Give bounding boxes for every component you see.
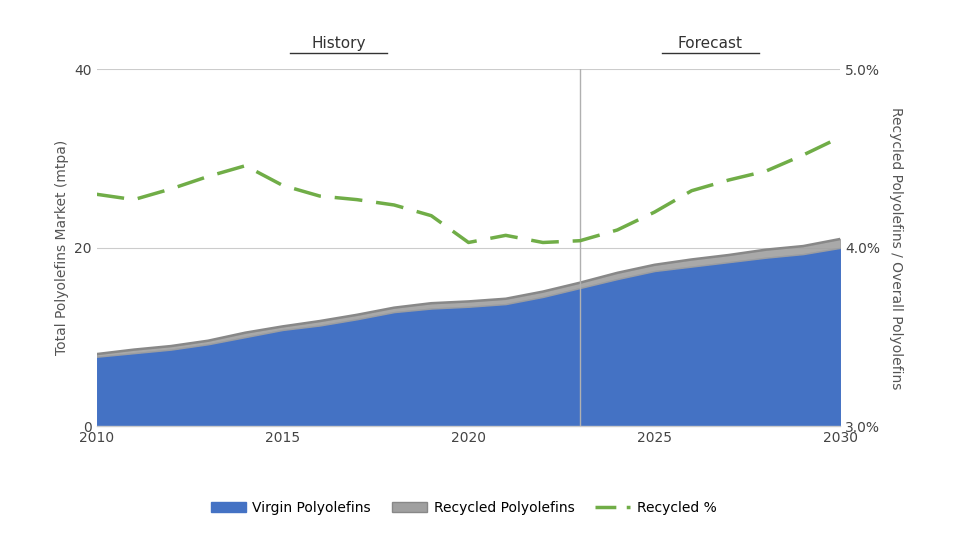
Y-axis label: Recycled Polyolefins / Overall Polyolefins: Recycled Polyolefins / Overall Polyolefi… xyxy=(889,107,902,389)
Text: Forecast: Forecast xyxy=(678,36,743,52)
Text: History: History xyxy=(311,36,365,52)
Legend: Virgin Polyolefins, Recycled Polyolefins, Recycled %: Virgin Polyolefins, Recycled Polyolefins… xyxy=(205,496,723,521)
Y-axis label: Total Polyolefins Market (mtpa): Total Polyolefins Market (mtpa) xyxy=(55,140,69,356)
